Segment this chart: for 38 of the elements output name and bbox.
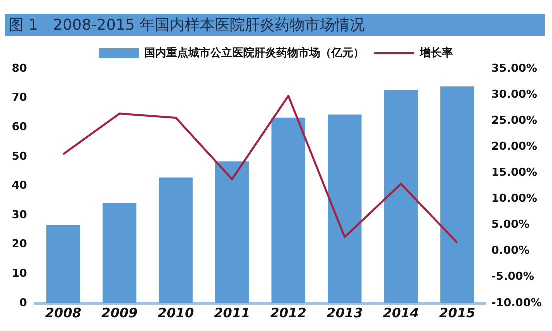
bar: [102, 203, 137, 304]
y2-tick-label: 35.00%: [492, 62, 538, 75]
y-tick-label: 80: [12, 62, 28, 75]
y2-tick-label: 0.00%: [492, 244, 530, 258]
x-tick-label: 2011: [214, 306, 250, 322]
y2-tick-label: 30.00%: [492, 88, 538, 101]
y-tick-label: 70: [12, 91, 28, 104]
y-tick-label: 40: [12, 179, 28, 192]
y2-tick-label: -10.00%: [492, 296, 542, 310]
x-tick-label: 2015: [439, 306, 476, 322]
y-tick-label: 0: [20, 296, 28, 310]
bar: [384, 90, 418, 304]
bar: [440, 86, 474, 304]
x-tick-label: 2008: [45, 306, 82, 322]
bar: [328, 114, 362, 304]
y2-tick-label: 15.00%: [492, 166, 538, 180]
legend-label: 国内重点城市公立医院肝炎药物市场（亿元）: [144, 46, 364, 60]
legend-label: 增长率: [419, 46, 453, 60]
bar: [159, 178, 193, 304]
y2-tick-label: 5.00%: [492, 218, 530, 232]
x-tick-label: 2013: [326, 306, 363, 322]
y2-tick-label: -5.00%: [492, 270, 534, 284]
y2-tick-label: 25.00%: [492, 114, 538, 127]
y2-tick-label: 20.00%: [492, 140, 538, 153]
bar: [272, 118, 306, 304]
x-tick-label: 2010: [158, 306, 194, 322]
y-tick-label: 30: [12, 208, 28, 222]
bar: [215, 162, 250, 304]
x-tick-label: 2009: [102, 306, 138, 322]
y-tick-label: 60: [12, 120, 28, 134]
y-tick-label: 50: [12, 150, 28, 163]
bar: [46, 225, 80, 304]
y2-tick-label: 10.00%: [492, 192, 538, 206]
x-tick-label: 2012: [270, 306, 307, 322]
chart-title: 图 1 2008-2015 年国内样本医院肝炎药物市场情况: [5, 14, 545, 36]
y-tick-label: 10: [12, 266, 28, 280]
x-tick-label: 2014: [383, 306, 420, 322]
y-tick-label: 20: [12, 238, 28, 251]
